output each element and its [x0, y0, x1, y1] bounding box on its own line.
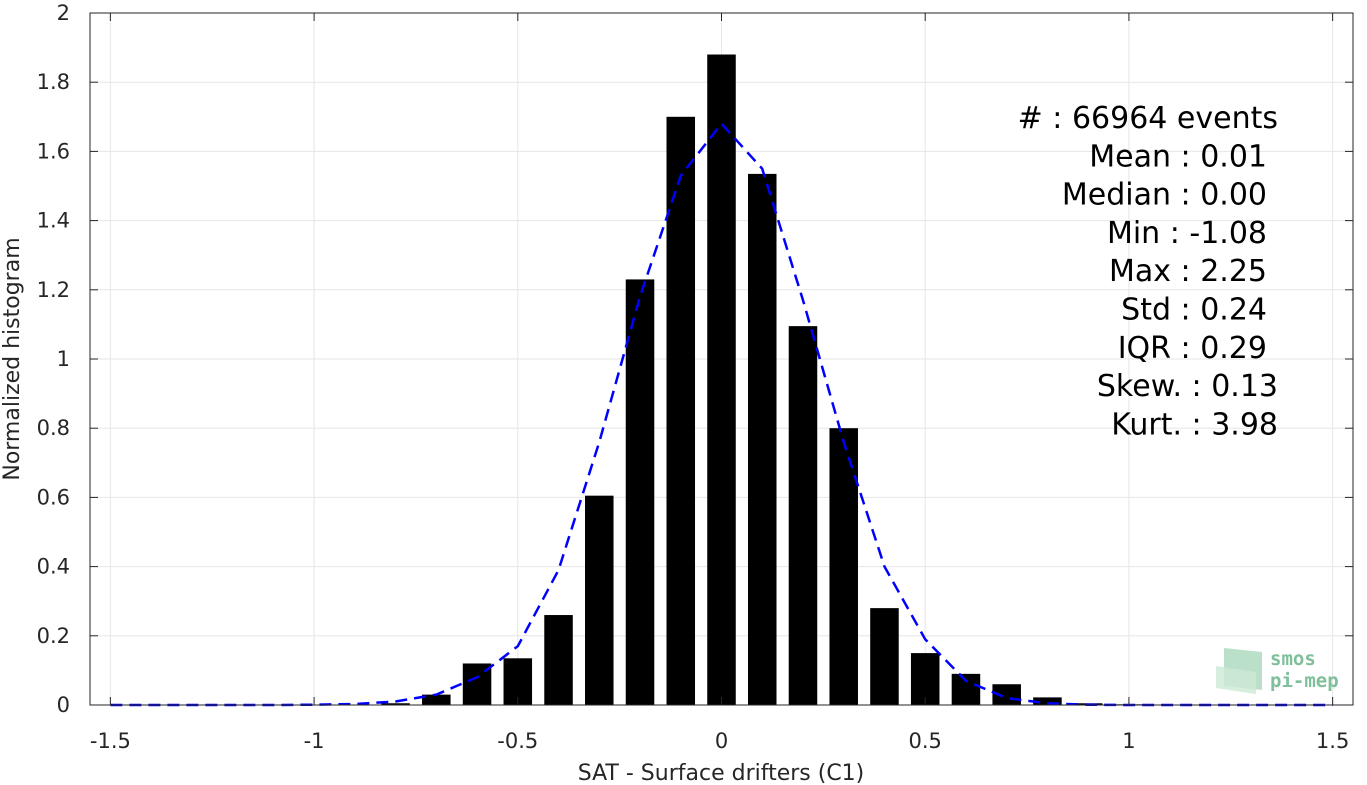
stats-line: Skew. : 0.13: [1097, 369, 1278, 404]
histogram-bars: [381, 54, 1144, 706]
y-tick-labels: 0 0.2 0.4 0.6 0.8 1 1.2 1.4 1.6 1.8 2: [37, 1, 70, 717]
x-tick-label: 1.5: [1316, 729, 1349, 753]
stats-line: Mean : 0.01: [1089, 139, 1267, 174]
stats-line: IQR : 0.29: [1118, 331, 1267, 366]
logo-line1: smos: [1270, 648, 1316, 670]
y-tick-label: 0.4: [37, 555, 70, 579]
histogram-bar: [707, 54, 736, 705]
stats-line: Median : 0.00: [1062, 178, 1267, 213]
histogram-bar: [910, 653, 940, 705]
smos-pi-mep-logo: smos pi-mep: [1216, 648, 1339, 694]
histogram-bar: [666, 116, 696, 706]
y-tick-label: 1.4: [37, 209, 70, 233]
y-tick-label: 1.2: [37, 278, 70, 302]
y-tick-label: 1.6: [37, 139, 70, 163]
histogram-bar: [625, 279, 655, 705]
y-axis-label: Normalized histogram: [0, 237, 25, 480]
histogram-bar: [829, 428, 858, 705]
logo-mark-shadow-icon: [1216, 666, 1256, 694]
histogram-bar: [951, 673, 981, 705]
x-tick-labels: -1.5 -1 -0.5 0 0.5 1 1.5: [90, 729, 1349, 753]
histogram-bar: [544, 615, 573, 705]
y-tick-label: 0.6: [37, 485, 70, 509]
logo-line2: pi-mep: [1270, 670, 1339, 692]
y-tick-label: 0.2: [37, 624, 70, 648]
histogram-bar: [381, 703, 410, 705]
y-tick-label: 0: [57, 693, 70, 717]
x-axis-label: SAT - Surface drifters (C1): [578, 761, 865, 785]
stats-line: Std : 0.24: [1121, 293, 1267, 328]
stats-line: Min : -1.08: [1107, 216, 1267, 251]
histogram-bar: [870, 608, 899, 705]
y-tick-label: 1: [57, 347, 70, 371]
x-tick-label: 0: [715, 729, 728, 753]
y-tick-label: 1.8: [37, 70, 70, 94]
x-tick-label: -1.5: [90, 729, 131, 753]
x-tick-label: 1: [1122, 729, 1135, 753]
histogram-bar: [1033, 697, 1062, 705]
axes: [89, 12, 1354, 706]
stats-line: # : 66964 events: [1018, 101, 1278, 136]
y-tick-label: 2: [57, 1, 70, 25]
histogram-bar: [585, 495, 614, 705]
x-tick-label: -1: [304, 729, 325, 753]
x-tick-label: -0.5: [497, 729, 538, 753]
histogram-bar: [747, 173, 777, 705]
stats-line: Max : 2.25: [1109, 254, 1267, 289]
y-tick-label: 0.8: [37, 416, 70, 440]
stats-line: Kurt. : 3.98: [1111, 407, 1278, 442]
histogram-bar: [788, 326, 818, 705]
histogram-bar: [422, 694, 451, 705]
x-tick-label: 0.5: [909, 729, 942, 753]
